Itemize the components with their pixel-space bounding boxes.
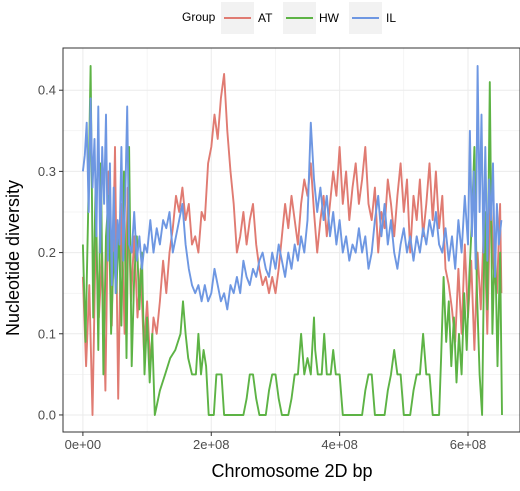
y-tick-label: 0.3 — [38, 164, 56, 179]
y-tick-label: 0.1 — [38, 326, 56, 341]
x-axis-title: Chromosome 2D bp — [211, 461, 372, 481]
y-axis-title: Nucleotide diversity — [3, 180, 23, 336]
legend: Group AT HW IL — [182, 2, 396, 34]
x-tick-label: 2e+08 — [193, 437, 230, 452]
legend-item-il: IL — [349, 2, 396, 34]
series-line-il — [81, 64, 503, 311]
tick-labels: 0e+00 2e+08 4e+08 6e+08 0.0 0.1 0.2 0.3 0.4 — [38, 83, 486, 452]
legend-label: AT — [258, 11, 273, 25]
legend-item-hw: HW — [283, 2, 340, 34]
plot-panel-border — [62, 47, 520, 433]
grid-minor — [63, 48, 520, 432]
y-tick-label: 0.4 — [38, 83, 56, 98]
legend-label: IL — [386, 11, 396, 25]
grid-major — [63, 48, 520, 432]
y-tick-label: 0.2 — [38, 245, 56, 260]
series-layer — [81, 64, 503, 416]
legend-title: Group — [182, 10, 216, 24]
y-tick-label: 0.0 — [38, 407, 56, 422]
series-line-at — [81, 73, 503, 416]
axis-ticks — [59, 89, 469, 436]
x-tick-label: 6e+08 — [450, 437, 487, 452]
legend-label: HW — [319, 11, 340, 25]
legend-item-at: AT — [221, 2, 273, 34]
x-tick-label: 4e+08 — [321, 437, 358, 452]
x-tick-label: 0e+00 — [65, 437, 102, 452]
